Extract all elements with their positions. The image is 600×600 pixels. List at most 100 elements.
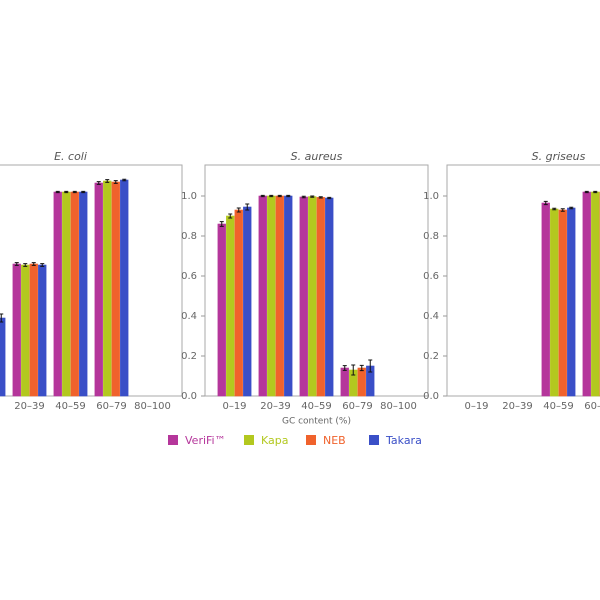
x-tick-label: 0–19: [464, 401, 488, 412]
error-bar: [219, 221, 224, 227]
y-tick-label: 0.2: [181, 351, 197, 362]
bar: [21, 264, 30, 397]
x-tick-label: 40–59: [543, 401, 573, 412]
y-tick-label: 0.6: [423, 271, 439, 282]
error-bar: [593, 190, 598, 194]
error-bar: [105, 179, 110, 183]
error-bar: [0, 313, 4, 323]
bar: [267, 195, 276, 397]
x-tick-label: 40–59: [55, 401, 85, 412]
y-tick-label: 0.8: [423, 231, 439, 242]
bar: [0, 317, 6, 397]
error-bar: [96, 181, 101, 185]
x-tick-label: 60–79: [342, 401, 372, 412]
x-tick-label: 60–79: [96, 401, 126, 412]
bar: [275, 195, 284, 397]
error-bar: [228, 213, 233, 219]
x-tick-label: 0–19: [0, 401, 1, 412]
error-bar: [552, 207, 557, 211]
x-tick-label: 80–100: [134, 401, 171, 412]
bar: [29, 263, 38, 397]
error-bar: [560, 208, 565, 212]
x-tick-label: 40–59: [301, 401, 331, 412]
y-tick-label: 0.6: [181, 271, 197, 282]
x-tick-label: 60–79: [584, 401, 600, 412]
bar: [234, 209, 243, 397]
error-bar: [368, 359, 373, 373]
legend-label: Kapa: [261, 434, 288, 447]
bar: [558, 209, 567, 397]
panel-frame: [204, 164, 429, 397]
error-bar: [81, 190, 86, 194]
legend-label: NEB: [323, 434, 346, 447]
y-tick-label: 0.4: [423, 311, 439, 322]
panel-frame: [0, 164, 183, 397]
x-axis-label: GC content (%): [282, 417, 351, 427]
legend-swatch: [369, 435, 379, 445]
bar: [325, 197, 334, 397]
bar: [53, 191, 62, 397]
bar: [217, 223, 226, 397]
y-tick-label: 1.0: [181, 191, 197, 202]
y-tick-label: 0.0: [423, 391, 439, 402]
error-bar: [318, 196, 323, 199]
legend-swatch: [306, 435, 316, 445]
error-bar: [310, 195, 315, 198]
bar: [12, 263, 21, 397]
error-bar: [301, 195, 306, 199]
error-bar: [260, 194, 265, 198]
panel-title: S. aureus: [291, 150, 343, 163]
legend-swatch: [168, 435, 178, 445]
error-bar: [327, 196, 332, 200]
bar: [308, 196, 317, 397]
error-bar: [40, 263, 45, 267]
bar: [94, 182, 103, 397]
bar: [550, 208, 559, 397]
bar: [541, 202, 550, 397]
error-bar: [286, 194, 291, 198]
panel-title: S. griseus: [532, 150, 586, 163]
x-tick-label: 20–39: [502, 401, 532, 412]
error-bar: [269, 194, 274, 198]
error-bar: [113, 180, 118, 184]
error-bar: [277, 194, 282, 198]
y-tick-label: 0.0: [181, 391, 197, 402]
error-bar: [351, 364, 356, 376]
error-bar: [64, 190, 69, 194]
panel-title: E. coli: [54, 150, 87, 163]
bar: [79, 191, 88, 397]
bar: [226, 215, 235, 397]
bar: [582, 191, 591, 397]
x-tick-label: 80–100: [380, 401, 417, 412]
bar: [258, 195, 267, 397]
legend-label: VeriFi™: [185, 434, 226, 447]
error-bar: [14, 262, 19, 266]
bar: [567, 207, 576, 397]
error-bar: [584, 190, 589, 194]
error-bar: [55, 190, 60, 194]
y-tick-label: 0.2: [423, 351, 439, 362]
legend-swatch: [244, 435, 254, 445]
error-bar: [543, 200, 548, 206]
bar: [111, 181, 120, 397]
x-tick-label: 20–39: [14, 401, 44, 412]
error-bar: [72, 190, 77, 194]
y-tick-label: 0.4: [181, 311, 197, 322]
bar: [70, 191, 79, 397]
y-tick-label: 0.8: [181, 231, 197, 242]
error-bar: [245, 203, 250, 211]
panel-frame: [446, 164, 600, 397]
bar: [62, 191, 71, 397]
error-bar: [31, 262, 36, 266]
bar: [284, 195, 293, 397]
bar: [357, 367, 366, 397]
bar: [591, 191, 600, 397]
legend-label: Takara: [385, 434, 422, 447]
error-bar: [342, 365, 347, 371]
bar: [103, 180, 112, 397]
bar: [316, 197, 325, 397]
error-bar: [122, 178, 127, 182]
bar: [340, 367, 349, 397]
